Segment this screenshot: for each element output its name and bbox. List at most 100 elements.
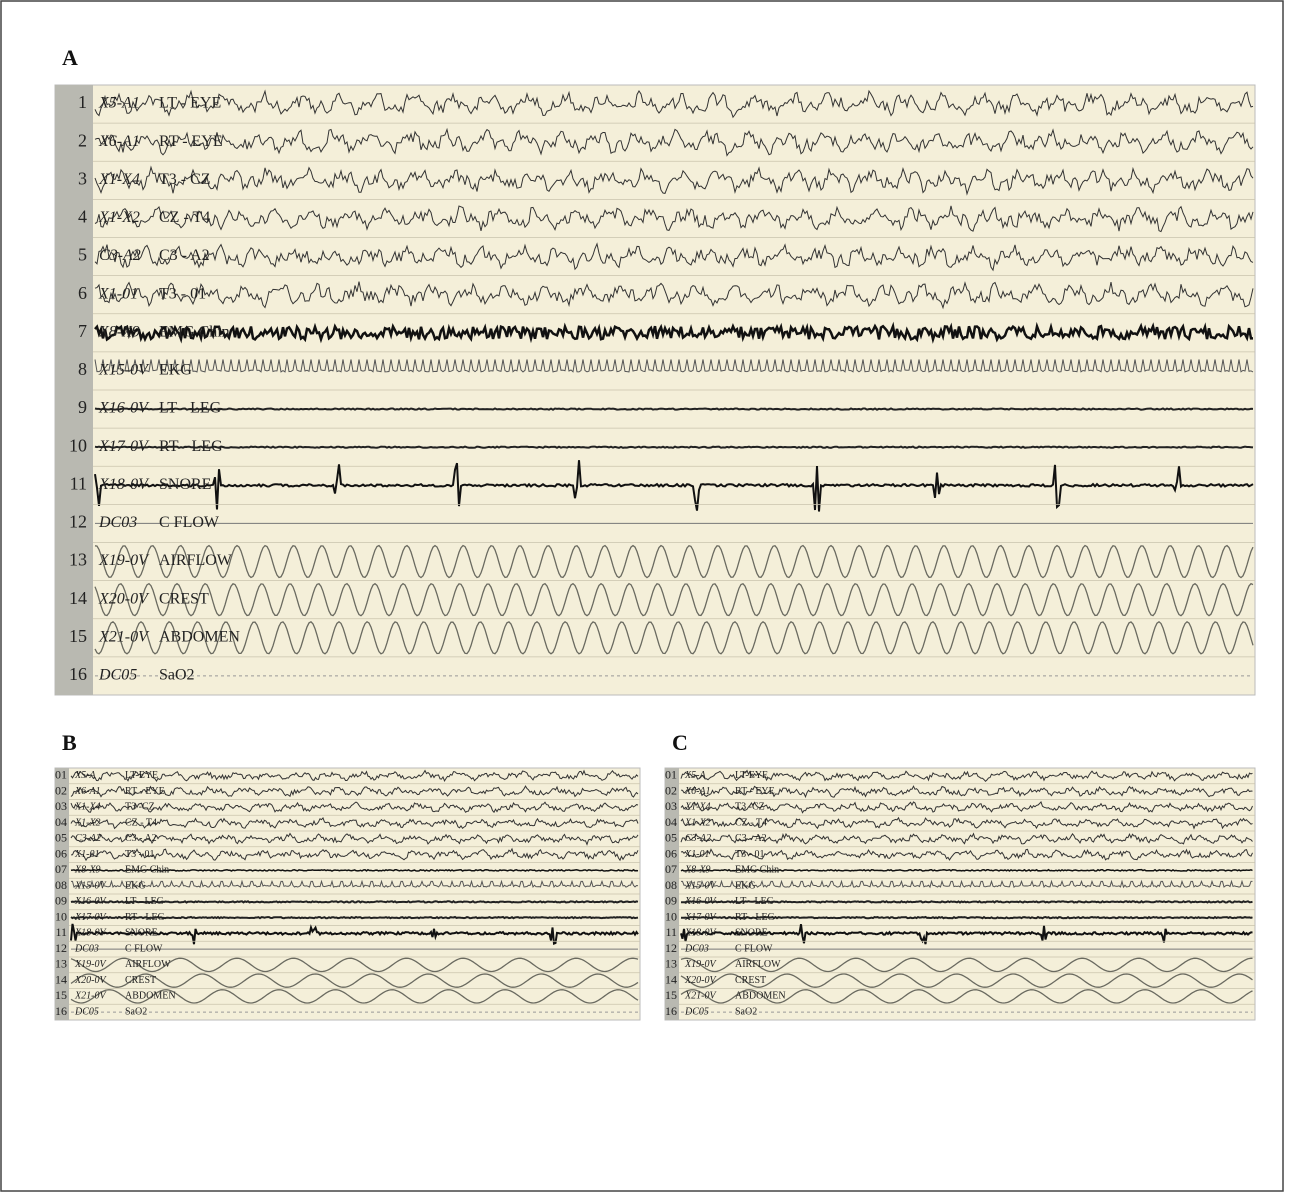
channel-code: X5-A1 — [98, 95, 140, 112]
channel-code: X1-01 — [98, 285, 138, 302]
channel-name: SNORE — [735, 928, 768, 939]
row-number: 13 — [55, 957, 67, 971]
row-number: 9 — [78, 397, 87, 417]
row-number: 14 — [69, 588, 87, 608]
channel-name: CZ - T4 — [159, 209, 210, 226]
row-number: 16 — [55, 1004, 67, 1018]
channel-code: X18-0V — [684, 928, 717, 939]
channel-code: X19-0V — [74, 959, 107, 970]
figure: A1X5-A1LT - EYE2X6-A1RT - EYE3X1-X4T3 - … — [0, 0, 1292, 1195]
channel-name: LT - LEG — [159, 400, 222, 417]
row-number: 6 — [78, 283, 87, 303]
row-number: 12 — [69, 512, 87, 532]
row-number: 06 — [665, 846, 677, 860]
row-number: 09 — [665, 894, 677, 908]
row-number: 09 — [55, 894, 67, 908]
channel-name: RT - EYE — [125, 786, 165, 797]
row-number: 10 — [55, 909, 67, 923]
channel-code: X8-X9 — [74, 865, 101, 876]
row-number: 11 — [55, 925, 67, 939]
channel-code: X21-0V — [684, 991, 717, 1002]
channel-name: AIRFLOW — [159, 552, 233, 569]
row-number: 4 — [78, 207, 87, 227]
row-number: 7 — [78, 321, 87, 341]
channel-name: C3 - A2 — [125, 833, 157, 844]
channel-name: C3 - A2 — [735, 833, 767, 844]
channel-code: X19-0V — [684, 959, 717, 970]
channel-name: C FLOW — [159, 514, 220, 531]
row-number: 08 — [665, 878, 677, 892]
trace — [95, 447, 1253, 448]
channel-code: X6-A1 — [684, 786, 711, 797]
channel-name: RT - LEG — [159, 438, 223, 455]
channel-name: SNORE — [125, 928, 158, 939]
channel-code: X16-0V — [684, 896, 717, 907]
row-number: 14 — [55, 972, 67, 986]
channel-code: X19-0V — [98, 552, 150, 569]
row-number: 10 — [665, 909, 677, 923]
channel-name: CZ - T4 — [125, 817, 157, 828]
channel-name: SaO2 — [159, 667, 195, 684]
channel-name: LT-EYE — [125, 770, 158, 781]
channel-name: ABDOMEN — [159, 628, 240, 645]
channel-name: C FLOW — [125, 943, 163, 954]
channel-code: C3-A2 — [75, 833, 101, 844]
channel-name: RT - EYE — [159, 133, 223, 150]
channel-code: X1-X2 — [684, 817, 711, 828]
channel-name: C3 - A2 — [159, 247, 210, 264]
row-number: 07 — [665, 862, 677, 876]
row-number: 03 — [665, 799, 677, 813]
row-number: 15 — [665, 988, 677, 1002]
channel-name: CREST — [125, 975, 156, 986]
panel-label: A — [62, 45, 78, 70]
channel-name: RT - EYE — [735, 786, 775, 797]
row-number: 02 — [55, 783, 67, 797]
channel-name: CZ - T4 — [735, 817, 767, 828]
row-number: 12 — [665, 941, 677, 955]
row-number: 2 — [78, 130, 87, 150]
row-number: 10 — [69, 435, 87, 455]
row-number: 13 — [665, 957, 677, 971]
channel-name: EMG Chin — [125, 865, 169, 876]
channel-name: EMG Chin — [159, 323, 230, 340]
row-number: 16 — [665, 1004, 677, 1018]
row-number: 05 — [55, 831, 67, 845]
row-number: 12 — [55, 941, 67, 955]
channel-code: C3-A2 — [685, 833, 711, 844]
row-number: 08 — [55, 878, 67, 892]
row-number: 04 — [665, 815, 677, 829]
row-number: 06 — [55, 846, 67, 860]
row-number: 8 — [78, 359, 87, 379]
channel-name: SaO2 — [125, 1006, 147, 1017]
channel-name: LT - LEG — [125, 896, 164, 907]
row-number: 01 — [55, 768, 67, 782]
channel-code: X15-0V — [74, 880, 107, 891]
channel-code: X16-0V — [98, 400, 150, 417]
channel-code: X8-X9 — [98, 323, 140, 340]
channel-code: X17-0V — [74, 912, 107, 923]
channel-name: T3 - 01 — [159, 285, 206, 302]
channel-code: X1-X2 — [98, 209, 140, 226]
channel-code: X15-0V — [684, 880, 717, 891]
row-number: 15 — [69, 626, 87, 646]
row-number: 05 — [665, 831, 677, 845]
channel-code: C3-A2 — [99, 247, 141, 264]
channel-code: X6-A1 — [74, 786, 101, 797]
channel-name: T3 - 01 — [125, 849, 154, 860]
channel-name: RT - LEG — [125, 912, 165, 923]
channel-code: X1-X4 — [74, 802, 101, 813]
row-number: 07 — [55, 862, 67, 876]
row-number: 04 — [55, 815, 67, 829]
channel-code: X21-0V — [98, 628, 150, 645]
channel-name: EMG Chin — [735, 865, 779, 876]
channel-code: DC05 — [74, 1006, 99, 1017]
channel-name: SNORE — [159, 476, 211, 493]
channel-name: LT - EYE — [159, 95, 221, 112]
channel-code: X1-X4 — [98, 171, 140, 188]
channel-code: X1-01 — [684, 849, 709, 860]
channel-code: X16-0V — [74, 896, 107, 907]
row-number: 16 — [69, 664, 87, 684]
channel-code: X5-A — [74, 770, 96, 781]
channel-name: T3 -CZ — [735, 802, 765, 813]
